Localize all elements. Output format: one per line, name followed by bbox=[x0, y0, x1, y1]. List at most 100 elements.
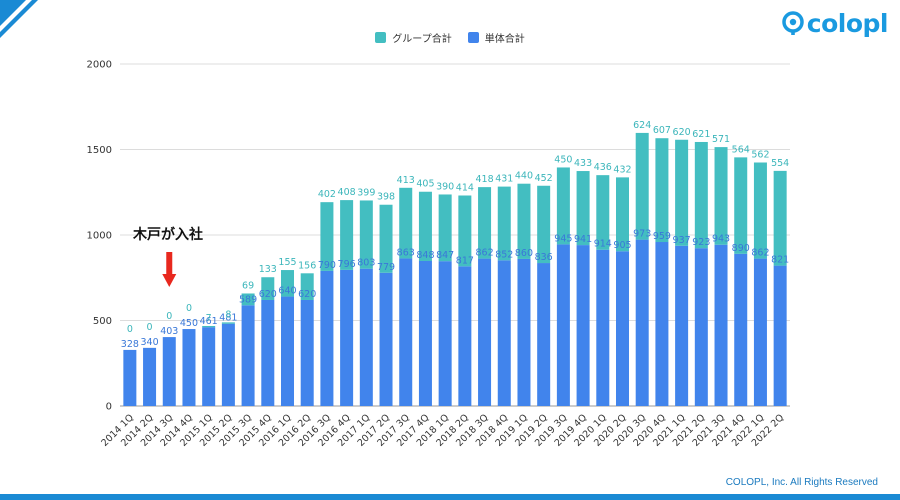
bar-group bbox=[399, 187, 413, 259]
bar-single bbox=[734, 253, 748, 406]
bar-single bbox=[143, 347, 157, 406]
bar-group bbox=[340, 200, 354, 270]
y-tick-label: 1000 bbox=[87, 231, 112, 242]
bar-single bbox=[123, 349, 137, 406]
data-label-group: 408 bbox=[338, 187, 356, 198]
data-label-group: 432 bbox=[613, 164, 631, 175]
data-label-single: 817 bbox=[456, 255, 474, 266]
bar-single bbox=[635, 239, 649, 406]
bar-single bbox=[497, 260, 511, 406]
chart-legend: グループ合計 単体合計 bbox=[0, 30, 900, 45]
bar-single bbox=[300, 299, 314, 406]
data-label-group: 414 bbox=[456, 182, 474, 193]
copyright-text: COLOPL, Inc. All Rights Reserved bbox=[725, 477, 878, 488]
data-label-group: 7 bbox=[206, 313, 212, 324]
bar-group bbox=[517, 183, 531, 259]
data-label-group: 440 bbox=[515, 171, 533, 182]
bar-single bbox=[182, 329, 196, 406]
bar-single bbox=[280, 296, 295, 406]
bar-single bbox=[261, 299, 275, 406]
bar-group bbox=[320, 202, 334, 271]
data-label-group: 0 bbox=[147, 322, 153, 333]
colopl-logo: colopl bbox=[782, 6, 889, 40]
annotation-label: 木戸が入社 bbox=[133, 227, 203, 243]
data-label-group: 8 bbox=[225, 309, 231, 320]
data-label-group: 431 bbox=[495, 174, 513, 185]
bar-group bbox=[655, 138, 669, 243]
data-label-group: 433 bbox=[574, 158, 592, 169]
bar-single bbox=[458, 266, 472, 406]
bar-group bbox=[694, 141, 708, 249]
data-label-single: 403 bbox=[160, 326, 178, 337]
data-label-single: 803 bbox=[357, 258, 375, 269]
data-label-group: 405 bbox=[416, 179, 434, 190]
data-label-group: 554 bbox=[771, 158, 789, 169]
bar-single bbox=[478, 258, 492, 406]
data-label-single: 620 bbox=[298, 289, 316, 300]
bar-single bbox=[221, 323, 235, 406]
legend-item-group: グループ合計 bbox=[375, 30, 452, 45]
bar-group bbox=[458, 195, 472, 267]
bar-single bbox=[162, 337, 176, 406]
bar-single bbox=[675, 245, 689, 406]
data-label-group: 133 bbox=[259, 264, 277, 275]
legend-swatch-single bbox=[467, 32, 479, 43]
bar-group bbox=[202, 325, 216, 328]
bar-single bbox=[340, 269, 354, 406]
data-label-group: 607 bbox=[653, 125, 671, 136]
bar-group bbox=[359, 200, 373, 269]
bar-group bbox=[261, 277, 275, 300]
bar-single bbox=[418, 260, 432, 406]
data-label-single: 945 bbox=[554, 233, 572, 244]
bar-single bbox=[202, 327, 216, 406]
bar-single bbox=[655, 242, 669, 406]
data-label-group: 0 bbox=[186, 303, 192, 314]
bar-single bbox=[694, 248, 708, 406]
bar-group bbox=[596, 175, 610, 250]
data-label-single: 852 bbox=[495, 249, 513, 260]
bar-group bbox=[241, 293, 255, 306]
data-label-group: 156 bbox=[298, 260, 316, 271]
data-label-single: 589 bbox=[239, 294, 257, 305]
bar-single bbox=[773, 265, 787, 406]
bar-single bbox=[359, 268, 373, 406]
bar-single bbox=[615, 251, 630, 406]
data-label-single: 450 bbox=[180, 318, 198, 329]
bar-group bbox=[478, 187, 492, 259]
bar-single bbox=[399, 258, 413, 406]
data-label-single: 620 bbox=[259, 289, 277, 300]
data-label-single: 340 bbox=[140, 337, 158, 348]
bar-single bbox=[320, 270, 334, 406]
bar-single bbox=[438, 261, 452, 406]
y-tick-label: 0 bbox=[106, 402, 112, 413]
bar-group bbox=[280, 270, 295, 297]
y-tick-label: 2000 bbox=[87, 60, 112, 71]
data-label-single: 862 bbox=[475, 248, 493, 259]
annotation-arrow-shaft bbox=[166, 252, 173, 276]
data-label-single: 848 bbox=[416, 250, 434, 261]
data-label-single: 959 bbox=[653, 231, 671, 242]
data-label-single: 941 bbox=[574, 234, 592, 245]
bar-single bbox=[241, 305, 255, 406]
bar-group bbox=[753, 162, 767, 259]
bar-group bbox=[379, 204, 393, 273]
bar-group bbox=[497, 186, 511, 261]
annotation-arrow-head bbox=[162, 274, 177, 287]
bar-group bbox=[714, 147, 728, 245]
data-label-single: 790 bbox=[318, 260, 336, 271]
bar-group bbox=[556, 167, 570, 245]
data-label-single: 863 bbox=[397, 247, 415, 258]
legend-item-single: 単体合計 bbox=[467, 30, 525, 45]
bar-group bbox=[675, 139, 689, 246]
data-label-group: 452 bbox=[535, 173, 553, 184]
y-tick-label: 1500 bbox=[87, 145, 112, 156]
bottom-bar bbox=[0, 494, 900, 500]
bar-single bbox=[714, 244, 728, 406]
data-label-single: 821 bbox=[771, 255, 789, 266]
data-label-single: 461 bbox=[200, 316, 218, 327]
data-label-group: 571 bbox=[712, 134, 730, 145]
data-label-group: 418 bbox=[475, 174, 493, 185]
bar-single bbox=[596, 249, 610, 406]
bar-group bbox=[438, 194, 452, 262]
bar-group bbox=[773, 170, 787, 266]
